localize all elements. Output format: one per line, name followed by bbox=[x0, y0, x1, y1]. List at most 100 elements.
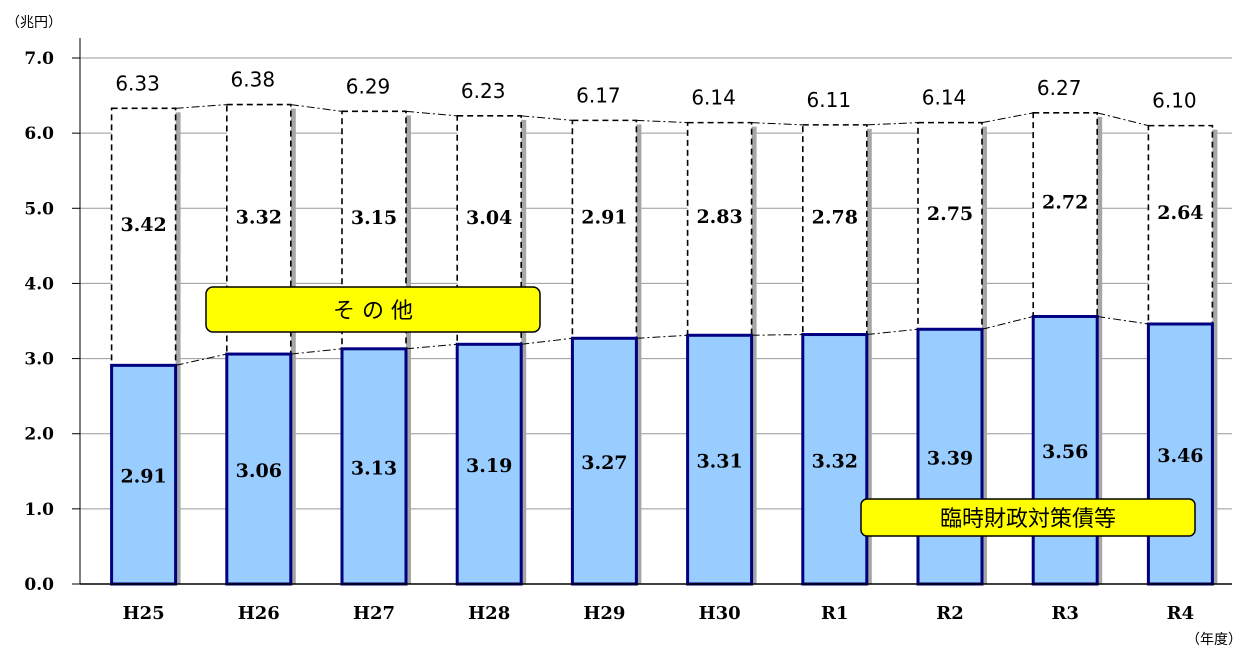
y-axis-unit: （兆円） bbox=[6, 15, 62, 31]
bar-shadow bbox=[290, 108, 296, 585]
total-connector bbox=[866, 122, 919, 126]
bar-segment-bond bbox=[1031, 314, 1099, 586]
other-value-label: 3.04 bbox=[466, 207, 512, 229]
total-label: 6.11 bbox=[807, 88, 852, 112]
bar-segment-bond bbox=[801, 333, 869, 586]
total-connector bbox=[175, 104, 227, 109]
bar-segment-other bbox=[110, 107, 177, 367]
total-label: 6.10 bbox=[1152, 89, 1197, 113]
total-label: 6.23 bbox=[461, 79, 506, 103]
bond-connector bbox=[981, 316, 1034, 330]
x-tick-label: R1 bbox=[821, 603, 848, 624]
data-labels: 6.33 3.42 2.91 6.38 3.32 3.06 6.29 3.15 3.13 6.23… bbox=[115, 68, 1203, 488]
bar-segment-other bbox=[1032, 112, 1098, 318]
other-value-label: 3.42 bbox=[120, 214, 166, 236]
y-tick-label: 1.0 bbox=[24, 500, 54, 520]
bond-value-label: 3.27 bbox=[581, 452, 627, 474]
other-value-label: 2.72 bbox=[1042, 192, 1088, 214]
bar-segment-bond bbox=[916, 327, 984, 586]
y-tick-label: 5.0 bbox=[24, 199, 54, 219]
bar-segment-bond bbox=[340, 347, 408, 586]
bar-shadow bbox=[866, 128, 872, 584]
bond-connector bbox=[866, 328, 919, 336]
bar-segment-bond bbox=[686, 333, 754, 586]
bond-connector bbox=[405, 343, 458, 350]
total-label: 6.14 bbox=[691, 86, 736, 110]
total-label: 6.38 bbox=[231, 68, 276, 92]
y-tick-label: 4.0 bbox=[24, 274, 54, 294]
bond-value-label: 3.46 bbox=[1157, 445, 1203, 467]
bar-segment-other bbox=[686, 121, 753, 337]
total-label: 6.14 bbox=[922, 86, 967, 110]
y-tick-label: 0.0 bbox=[24, 575, 54, 595]
bond-value-label: 3.06 bbox=[236, 460, 282, 482]
bar-shadow bbox=[636, 124, 642, 585]
bar-segment-other bbox=[571, 119, 638, 340]
bar-segment-bond bbox=[455, 342, 523, 586]
bar-shadow bbox=[751, 126, 757, 584]
x-axis-unit: （年度） bbox=[1186, 632, 1242, 648]
bond-value-label: 3.56 bbox=[1042, 441, 1088, 463]
trend-lines bbox=[175, 104, 1149, 366]
x-tick-label: H26 bbox=[238, 603, 280, 624]
bar-shadow bbox=[1212, 129, 1218, 584]
y-tick-label: 3.0 bbox=[24, 350, 54, 370]
y-tick-label: 6.0 bbox=[24, 124, 54, 144]
bond-value-label: 3.32 bbox=[812, 450, 858, 472]
callout-other-label: そ の 他 bbox=[333, 299, 413, 324]
x-tick-label: H25 bbox=[123, 603, 165, 624]
total-connector bbox=[636, 119, 688, 124]
total-label: 6.27 bbox=[1037, 76, 1082, 100]
total-connector bbox=[521, 115, 573, 121]
callout-other-box bbox=[205, 286, 541, 333]
bond-value-label: 3.39 bbox=[927, 448, 973, 470]
bond-value-label: 3.31 bbox=[696, 451, 742, 473]
bond-connector bbox=[636, 334, 688, 339]
other-value-label: 2.78 bbox=[812, 207, 858, 229]
other-value-label: 2.83 bbox=[696, 206, 742, 228]
bar-shadow bbox=[1097, 116, 1103, 585]
total-label: 6.29 bbox=[346, 74, 391, 98]
x-tick-label: H30 bbox=[699, 603, 741, 624]
total-connector bbox=[290, 104, 343, 112]
bond-connector bbox=[521, 337, 573, 345]
other-value-label: 3.15 bbox=[351, 207, 397, 229]
bar-segment-other bbox=[917, 121, 983, 331]
x-axis: H25 H26 H27 H28 H29 H30 R1 R2 R3 R4 bbox=[80, 583, 1232, 624]
bar-shadow bbox=[521, 119, 527, 585]
y-tick-label: 2.0 bbox=[24, 425, 54, 445]
bond-value-label: 3.13 bbox=[351, 457, 397, 479]
bond-connector bbox=[751, 334, 803, 336]
x-tick-label: H29 bbox=[583, 603, 625, 624]
y-axis: 0.0 1.0 2.0 3.0 4.0 5.0 6.0 7.0 bbox=[24, 38, 81, 595]
bond-connector bbox=[175, 353, 227, 366]
bar-segment-other bbox=[1147, 124, 1214, 325]
callout-bond-box bbox=[860, 498, 1196, 537]
bond-value-label: 2.91 bbox=[120, 466, 166, 488]
bond-value-label: 3.19 bbox=[466, 455, 512, 477]
total-label: 6.33 bbox=[115, 71, 160, 95]
other-value-label: 2.64 bbox=[1157, 202, 1203, 224]
total-label: 6.17 bbox=[576, 83, 621, 107]
x-tick-label: H28 bbox=[468, 603, 510, 624]
x-tick-label: R2 bbox=[936, 603, 963, 624]
bond-connector bbox=[1097, 315, 1149, 325]
bond-connector bbox=[290, 348, 343, 355]
total-connector bbox=[981, 112, 1034, 124]
x-tick-label: R4 bbox=[1167, 603, 1194, 624]
total-connector bbox=[405, 110, 458, 117]
other-value-label: 2.91 bbox=[581, 206, 627, 228]
bar-shadow bbox=[982, 126, 987, 584]
y-tick-label: 7.0 bbox=[24, 49, 54, 69]
callout-bond-label: 臨時財政対策債等 bbox=[940, 507, 1116, 532]
other-value-label: 3.32 bbox=[236, 206, 282, 228]
bar-shadow bbox=[406, 115, 411, 584]
x-tick-label: R3 bbox=[1051, 603, 1078, 624]
x-tick-label: H27 bbox=[353, 603, 395, 624]
bar-segment-other bbox=[801, 124, 868, 336]
other-value-label: 2.75 bbox=[927, 203, 973, 225]
total-connector bbox=[751, 122, 803, 126]
bar-shadow bbox=[175, 112, 181, 585]
